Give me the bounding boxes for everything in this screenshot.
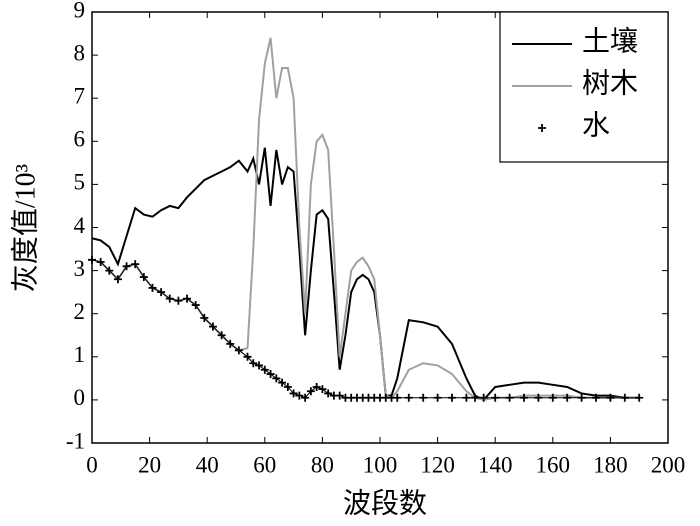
data-point bbox=[471, 393, 480, 402]
data-point bbox=[266, 370, 275, 379]
legend-label: 水 bbox=[582, 109, 610, 141]
data-point bbox=[592, 393, 600, 402]
x-tick-label: 160 bbox=[536, 452, 571, 477]
y-tick-label: 0 bbox=[74, 385, 86, 410]
y-tick-label: 9 bbox=[74, 0, 86, 22]
y-axis-label: 灰度值/10³ bbox=[9, 164, 41, 292]
data-point bbox=[122, 262, 131, 271]
x-tick-label: 40 bbox=[196, 452, 219, 477]
y-tick-label: 4 bbox=[74, 213, 86, 238]
data-point bbox=[548, 393, 557, 402]
x-tick-label: 120 bbox=[420, 452, 455, 477]
legend-label: 树木 bbox=[582, 67, 638, 99]
data-point bbox=[113, 275, 122, 284]
data-point bbox=[324, 389, 333, 398]
x-tick-label: 200 bbox=[651, 452, 686, 477]
data-point bbox=[318, 385, 327, 394]
data-point bbox=[393, 393, 402, 402]
data-point bbox=[606, 393, 615, 402]
data-point bbox=[295, 391, 304, 400]
x-tick-label: 140 bbox=[478, 452, 513, 477]
data-point bbox=[157, 288, 166, 297]
data-point bbox=[200, 314, 209, 323]
data-point bbox=[335, 391, 344, 400]
legend-box bbox=[499, 11, 669, 163]
data-point bbox=[577, 393, 586, 402]
y-tick-label: 3 bbox=[74, 256, 86, 281]
data-point bbox=[404, 393, 413, 402]
data-point bbox=[505, 393, 514, 402]
data-point bbox=[165, 294, 174, 303]
data-point bbox=[563, 393, 572, 402]
data-point bbox=[433, 393, 442, 402]
x-tick-label: 100 bbox=[363, 452, 398, 477]
data-point bbox=[272, 374, 281, 383]
data-point bbox=[491, 393, 500, 402]
data-point bbox=[448, 393, 456, 402]
y-tick-label: 5 bbox=[74, 170, 86, 195]
data-point bbox=[217, 331, 226, 340]
data-point bbox=[260, 365, 269, 374]
data-point bbox=[88, 255, 96, 264]
data-point bbox=[620, 393, 629, 402]
data-point bbox=[183, 294, 192, 303]
data-point bbox=[283, 382, 292, 391]
y-tick-label: -1 bbox=[66, 428, 85, 453]
data-point bbox=[131, 260, 140, 269]
data-point bbox=[174, 296, 183, 305]
data-point bbox=[96, 257, 105, 266]
x-axis-label: 波段数 bbox=[343, 487, 427, 519]
data-point bbox=[243, 352, 252, 361]
x-tick-label: 20 bbox=[138, 452, 161, 477]
series-line bbox=[91, 147, 640, 402]
x-tick-label: 80 bbox=[311, 452, 334, 477]
data-point bbox=[234, 346, 243, 355]
legend-marker bbox=[538, 124, 546, 132]
legend-label: 土壤 bbox=[582, 25, 638, 57]
data-point bbox=[479, 393, 488, 402]
series-line bbox=[91, 259, 640, 399]
data-point bbox=[312, 382, 321, 391]
data-point bbox=[301, 393, 310, 402]
data-point bbox=[520, 393, 528, 402]
data-point bbox=[105, 266, 114, 275]
data-point bbox=[462, 393, 471, 402]
data-point bbox=[635, 393, 644, 402]
y-tick-label: 1 bbox=[74, 342, 86, 367]
y-tick-label: 8 bbox=[74, 40, 86, 65]
data-point bbox=[249, 359, 258, 368]
y-tick-label: 7 bbox=[74, 83, 86, 108]
data-point bbox=[419, 393, 428, 402]
y-tick-label: 6 bbox=[74, 127, 86, 152]
data-point bbox=[191, 301, 200, 310]
data-point bbox=[148, 283, 157, 292]
data-point bbox=[278, 378, 287, 387]
data-point bbox=[289, 389, 298, 398]
y-tick-label: 2 bbox=[74, 299, 86, 324]
data-point bbox=[255, 361, 264, 370]
data-point bbox=[208, 322, 217, 331]
x-tick-label: 180 bbox=[593, 452, 628, 477]
data-point bbox=[534, 393, 543, 402]
data-point bbox=[226, 339, 235, 348]
data-point bbox=[139, 273, 148, 282]
x-tick-label: 0 bbox=[86, 452, 98, 477]
x-tick-label: 60 bbox=[253, 452, 276, 477]
data-point bbox=[306, 387, 315, 396]
